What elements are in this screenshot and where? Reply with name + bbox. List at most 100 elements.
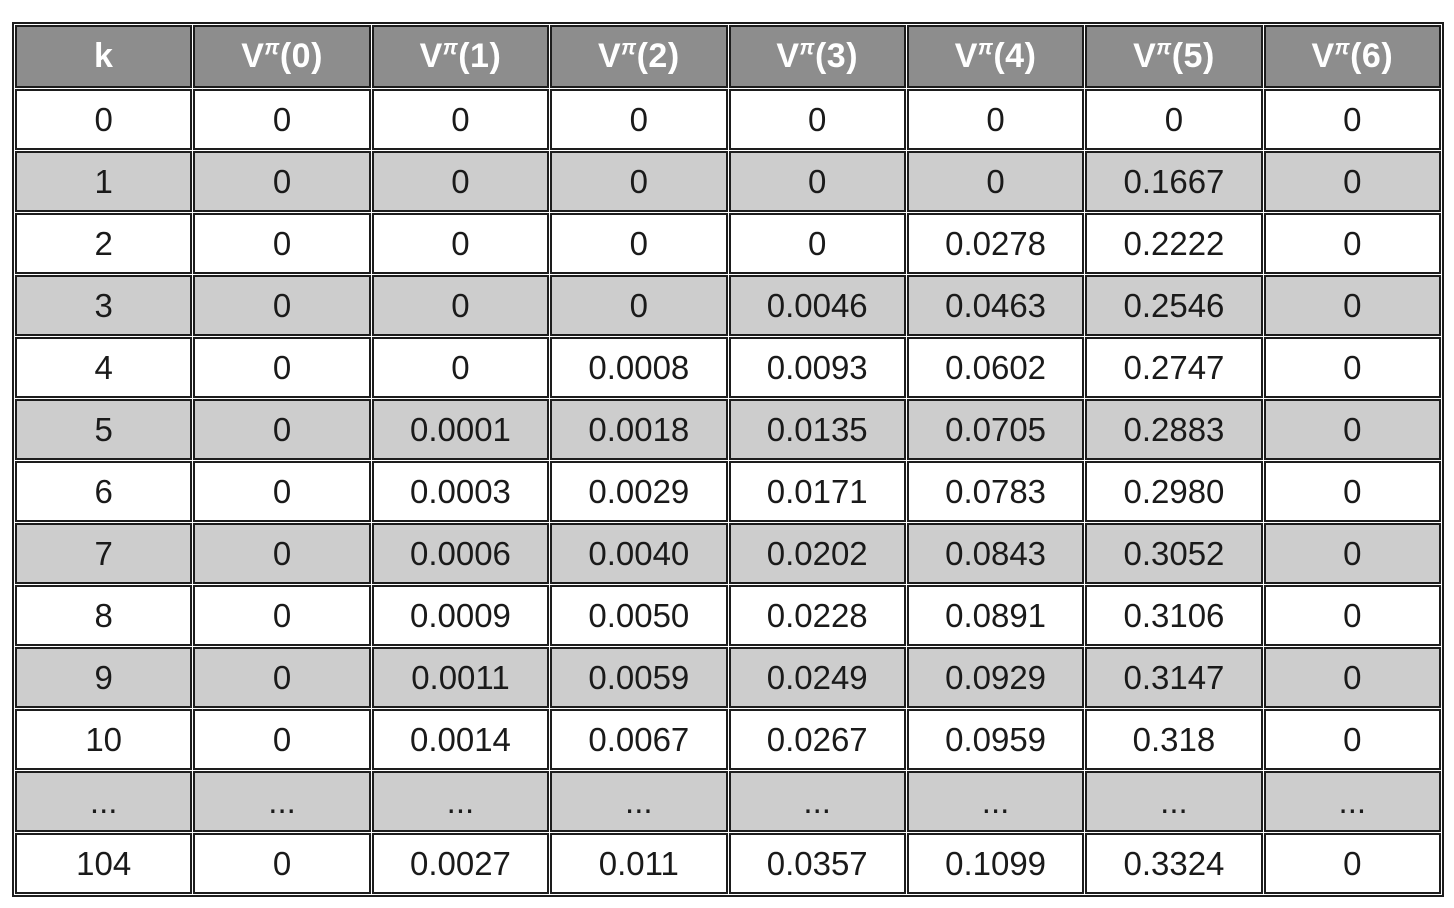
table-cell: ...	[193, 771, 371, 832]
table-cell: 0.0705	[906, 399, 1085, 460]
table-cell: 0	[193, 275, 371, 336]
table-cell: 0.0171	[728, 461, 906, 522]
table-body: 0 0 0 0 0 0 0 0 1 0 0 0 0 0 0.1667 0 2 0 0 0 0 0.0278 0.2222 0 3…	[15, 89, 1441, 894]
column-header-v1: Vπ(1)	[371, 25, 550, 88]
table-cell: 0.0001	[371, 399, 550, 460]
table-cell: 0.2883	[1085, 399, 1263, 460]
table-cell: 0.011	[550, 833, 728, 894]
table-cell: 1	[15, 151, 193, 212]
table-row: ........................	[15, 771, 1441, 832]
table-cell: 0.0929	[906, 647, 1085, 708]
table-cell: 0.0018	[550, 399, 728, 460]
table-cell: ...	[906, 771, 1085, 832]
table-cell: 0.0027	[371, 833, 550, 894]
table-cell: 0	[1263, 213, 1441, 274]
table-cell: ...	[728, 771, 906, 832]
table-cell: 0.2222	[1085, 213, 1263, 274]
table-cell: 0.0067	[550, 709, 728, 770]
table-cell: 0	[1263, 151, 1441, 212]
column-header-v3: Vπ(3)	[728, 25, 906, 88]
table-cell: 0	[1263, 399, 1441, 460]
table-cell: 0	[1085, 89, 1263, 150]
table-cell: ...	[550, 771, 728, 832]
table-cell: 0	[193, 709, 371, 770]
table-cell: 0	[193, 399, 371, 460]
pi-superscript: π	[977, 36, 994, 60]
table-cell: 0	[193, 213, 371, 274]
table-cell: 0.3147	[1085, 647, 1263, 708]
table-cell: 5	[15, 399, 193, 460]
table-cell: 0	[193, 461, 371, 522]
table-cell: 0.0463	[906, 275, 1085, 336]
table-cell: 0	[1263, 337, 1441, 398]
table-cell: 0.0891	[906, 585, 1085, 646]
table-row: 9 0 0.0011 0.0059 0.0249 0.0929 0.3147 0	[15, 647, 1441, 708]
table-cell: 0	[550, 89, 728, 150]
table-cell: 0.0014	[371, 709, 550, 770]
pi-superscript: π	[264, 36, 280, 60]
table-cell: 6	[15, 461, 193, 522]
table-cell: 4	[15, 337, 193, 398]
table-cell: 0.3106	[1085, 585, 1263, 646]
table-cell: 0	[1263, 523, 1441, 584]
table-header: k Vπ(0) Vπ(1) Vπ(2) Vπ(3) Vπ(4) Vπ(5) Vπ…	[15, 25, 1441, 88]
table-row: 3 0 0 0 0.0046 0.0463 0.2546 0	[15, 275, 1441, 336]
table-cell: 0.0959	[906, 709, 1085, 770]
table-row: 2 0 0 0 0 0.0278 0.2222 0	[15, 213, 1441, 274]
table-cell: 0.1099	[906, 833, 1085, 894]
table-cell: 0	[193, 833, 371, 894]
table-row: 1 0 0 0 0 0 0.1667 0	[15, 151, 1441, 212]
table-cell: 0	[728, 151, 906, 212]
table-row: 8 0 0.0009 0.0050 0.0228 0.0891 0.3106 0	[15, 585, 1441, 646]
table-cell: 0	[906, 89, 1085, 150]
table-cell: 0.3324	[1085, 833, 1263, 894]
table-cell: 0.0006	[371, 523, 550, 584]
pi-superscript: π	[799, 36, 815, 60]
table-row: 10 0 0.0014 0.0067 0.0267 0.0959 0.318 0	[15, 709, 1441, 770]
value-iteration-table: k Vπ(0) Vπ(1) Vπ(2) Vπ(3) Vπ(4) Vπ(5) Vπ…	[12, 22, 1444, 897]
table-cell: 0	[371, 275, 550, 336]
table-cell: 0.2546	[1085, 275, 1263, 336]
table-cell: 0.2980	[1085, 461, 1263, 522]
table-row: 6 0 0.0003 0.0029 0.0171 0.0783 0.2980 0	[15, 461, 1441, 522]
table-cell: 2	[15, 213, 193, 274]
table-cell: 0.2747	[1085, 337, 1263, 398]
table-cell: 0	[193, 151, 371, 212]
table-cell: 0	[193, 337, 371, 398]
table-cell: 0	[371, 337, 550, 398]
table-cell: 0.0050	[550, 585, 728, 646]
table-cell: 0	[550, 213, 728, 274]
table-cell: 0.0202	[728, 523, 906, 584]
pi-superscript: π	[621, 36, 637, 60]
table-cell: 0.0008	[550, 337, 728, 398]
table-cell: 0	[906, 151, 1085, 212]
table-row: 104 0 0.0027 0.011 0.0357 0.1099 0.3324 0	[15, 833, 1441, 894]
table-cell: 0	[550, 275, 728, 336]
table-cell: ...	[15, 771, 193, 832]
table-cell: 0	[1263, 89, 1441, 150]
table-cell: ...	[371, 771, 550, 832]
table-cell: 0.0783	[906, 461, 1085, 522]
table-cell: 0.0602	[906, 337, 1085, 398]
table-cell: 10	[15, 709, 193, 770]
table-cell: 0.0267	[728, 709, 906, 770]
table-cell: 0	[1263, 709, 1441, 770]
table-cell: 0.0029	[550, 461, 728, 522]
table-cell: 0.0040	[550, 523, 728, 584]
table-cell: 0.0278	[906, 213, 1085, 274]
pi-superscript: π	[1334, 36, 1351, 60]
pi-superscript: π	[1156, 36, 1172, 60]
table-row: 4 0 0 0.0008 0.0093 0.0602 0.2747 0	[15, 337, 1441, 398]
table-cell: 0.1667	[1085, 151, 1263, 212]
header-row: k Vπ(0) Vπ(1) Vπ(2) Vπ(3) Vπ(4) Vπ(5) Vπ…	[15, 25, 1441, 88]
table-cell: 0	[1263, 647, 1441, 708]
table-cell: 0	[550, 151, 728, 212]
table-cell: 0	[371, 213, 550, 274]
table-cell: 0	[1263, 461, 1441, 522]
column-header-v5: Vπ(5)	[1085, 25, 1263, 88]
table-cell: 0.0003	[371, 461, 550, 522]
table-cell: 0.0228	[728, 585, 906, 646]
table-cell: 0.0011	[371, 647, 550, 708]
